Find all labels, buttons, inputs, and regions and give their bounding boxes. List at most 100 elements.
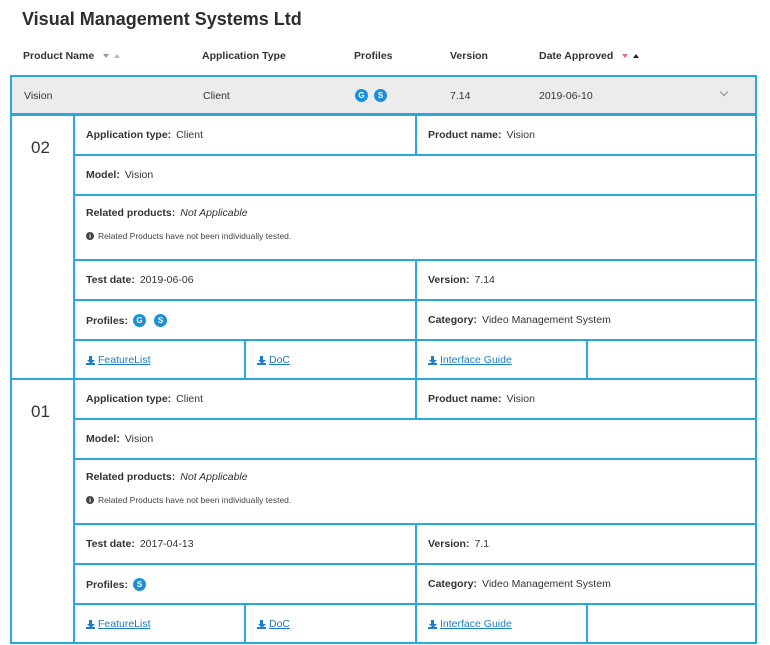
model-cell: Model: Vision bbox=[75, 420, 755, 460]
test-date-cell: Test date: 2019-06-06 bbox=[75, 261, 417, 301]
header-version-label: Version bbox=[450, 50, 488, 62]
version-label: Version: bbox=[428, 538, 470, 550]
profile-s-badge: S bbox=[133, 578, 147, 591]
version-block: 02 Application type: Client Product name:… bbox=[10, 114, 757, 380]
application-type-value: Client bbox=[176, 129, 204, 141]
application-type-cell: Application type: Client bbox=[75, 116, 417, 156]
info-icon: i bbox=[86, 232, 94, 240]
header-version: Version bbox=[450, 50, 488, 62]
related-products-label: Related products: bbox=[86, 207, 176, 219]
product-name-cell: Product name: Vision bbox=[417, 380, 755, 420]
product-name-label: Product name: bbox=[428, 393, 502, 405]
interface-guide-link[interactable]: Interface Guide bbox=[428, 354, 512, 366]
sort-asc-icon[interactable] bbox=[114, 54, 121, 58]
empty-cell bbox=[588, 341, 755, 380]
interface-guide-link[interactable]: Interface Guide bbox=[428, 618, 512, 630]
download-icon bbox=[428, 355, 437, 365]
version-label: Version: bbox=[428, 274, 470, 286]
featurelist-cell: FeatureList bbox=[75, 341, 246, 380]
featurelist-link[interactable]: FeatureList bbox=[86, 618, 151, 630]
featurelist-link-label: FeatureList bbox=[98, 354, 151, 366]
related-products-cell: Related products: Not Applicable i Related… bbox=[75, 460, 755, 525]
related-products-value: Not Applicable bbox=[180, 207, 248, 219]
category-label: Category: bbox=[428, 578, 478, 590]
header-date-approved-label: Date Approved bbox=[539, 50, 614, 62]
doc-cell: DoC bbox=[246, 341, 417, 380]
related-note-text: Related Products have not been individua… bbox=[98, 495, 292, 505]
header-date-approved[interactable]: Date Approved bbox=[539, 50, 640, 62]
test-date-value: 2019-06-06 bbox=[139, 274, 194, 286]
product-summary-row[interactable]: Vision Client G S 7.14 2019-06-10 bbox=[10, 75, 757, 115]
download-icon bbox=[257, 355, 266, 365]
related-note: i Related Products have not been individu… bbox=[86, 495, 291, 505]
sort-desc-icon[interactable] bbox=[622, 54, 629, 58]
interface-guide-link-label: Interface Guide bbox=[440, 618, 512, 630]
related-products-value: Not Applicable bbox=[180, 471, 248, 483]
version-value: 7.14 bbox=[474, 274, 495, 286]
related-note: i Related Products have not been individu… bbox=[86, 231, 291, 241]
header-profiles-label: Profiles bbox=[354, 50, 393, 62]
model-value: Vision bbox=[124, 433, 154, 445]
model-label: Model: bbox=[86, 169, 120, 181]
product-name-cell: Product name: Vision bbox=[417, 116, 755, 156]
page-title: Visual Management Systems Ltd bbox=[22, 9, 302, 29]
version-block: 01 Application type: Client Product name:… bbox=[10, 378, 757, 644]
interface-guide-cell: Interface Guide bbox=[417, 605, 588, 644]
doc-link[interactable]: DoC bbox=[257, 618, 290, 630]
test-date-value: 2017-04-13 bbox=[139, 538, 194, 550]
test-date-label: Test date: bbox=[86, 538, 135, 550]
profile-g-badge: G bbox=[355, 89, 368, 102]
doc-link[interactable]: DoC bbox=[257, 354, 290, 366]
profiles-label: Profiles: bbox=[86, 578, 129, 591]
summary-date-approved: 2019-06-10 bbox=[539, 90, 593, 102]
summary-product: Vision bbox=[24, 90, 53, 102]
application-type-label: Application type: bbox=[86, 393, 172, 405]
profiles-cell: Profiles: S bbox=[75, 565, 417, 605]
related-note-text: Related Products have not been individua… bbox=[98, 231, 292, 241]
header-profiles: Profiles bbox=[354, 50, 393, 62]
profiles-label: Profiles: bbox=[86, 314, 129, 327]
profile-s-badge: S bbox=[154, 314, 168, 327]
header-product-name[interactable]: Product Name bbox=[23, 50, 121, 62]
doc-link-label: DoC bbox=[269, 618, 291, 630]
empty-cell bbox=[588, 605, 755, 644]
profile-s-badge: S bbox=[374, 89, 387, 102]
test-date-label: Test date: bbox=[86, 274, 135, 286]
version-number-column: 01 bbox=[12, 380, 75, 642]
version-number: 02 bbox=[31, 138, 50, 157]
version-number-column: 02 bbox=[12, 116, 75, 378]
profiles-cell: Profiles: G S bbox=[75, 301, 417, 341]
related-products-label: Related products: bbox=[86, 471, 176, 483]
test-date-cell: Test date: 2017-04-13 bbox=[75, 525, 417, 565]
application-type-label: Application type: bbox=[86, 129, 172, 141]
category-cell: Category: Video Management System bbox=[417, 565, 755, 605]
featurelist-cell: FeatureList bbox=[75, 605, 246, 644]
featurelist-link-label: FeatureList bbox=[98, 618, 151, 630]
version-number: 01 bbox=[31, 402, 50, 421]
header-application-type: Application Type bbox=[202, 50, 286, 62]
header-product-name-label: Product Name bbox=[23, 50, 95, 62]
header-application-type-label: Application Type bbox=[202, 50, 286, 62]
download-icon bbox=[86, 619, 95, 629]
version-value: 7.1 bbox=[474, 538, 490, 550]
version-cell: Version: 7.14 bbox=[417, 261, 755, 301]
sort-desc-icon[interactable] bbox=[103, 54, 110, 58]
download-icon bbox=[86, 355, 95, 365]
download-icon bbox=[257, 619, 266, 629]
summary-application-type: Client bbox=[203, 90, 230, 102]
interface-guide-cell: Interface Guide bbox=[417, 341, 588, 380]
product-name-label: Product name: bbox=[428, 129, 502, 141]
product-name-value: Vision bbox=[506, 129, 535, 141]
doc-link-label: DoC bbox=[269, 354, 291, 366]
sort-asc-icon[interactable] bbox=[633, 54, 640, 58]
model-value: Vision bbox=[124, 169, 154, 181]
product-name-value: Vision bbox=[506, 393, 535, 405]
doc-cell: DoC bbox=[246, 605, 417, 644]
download-icon bbox=[428, 619, 437, 629]
summary-version: 7.14 bbox=[450, 90, 471, 102]
category-value: Video Management System bbox=[482, 578, 611, 590]
featurelist-link[interactable]: FeatureList bbox=[86, 354, 151, 366]
chevron-down-icon[interactable] bbox=[719, 87, 729, 97]
related-products-cell: Related products: Not Applicable i Related… bbox=[75, 196, 755, 261]
application-type-cell: Application type: Client bbox=[75, 380, 417, 420]
